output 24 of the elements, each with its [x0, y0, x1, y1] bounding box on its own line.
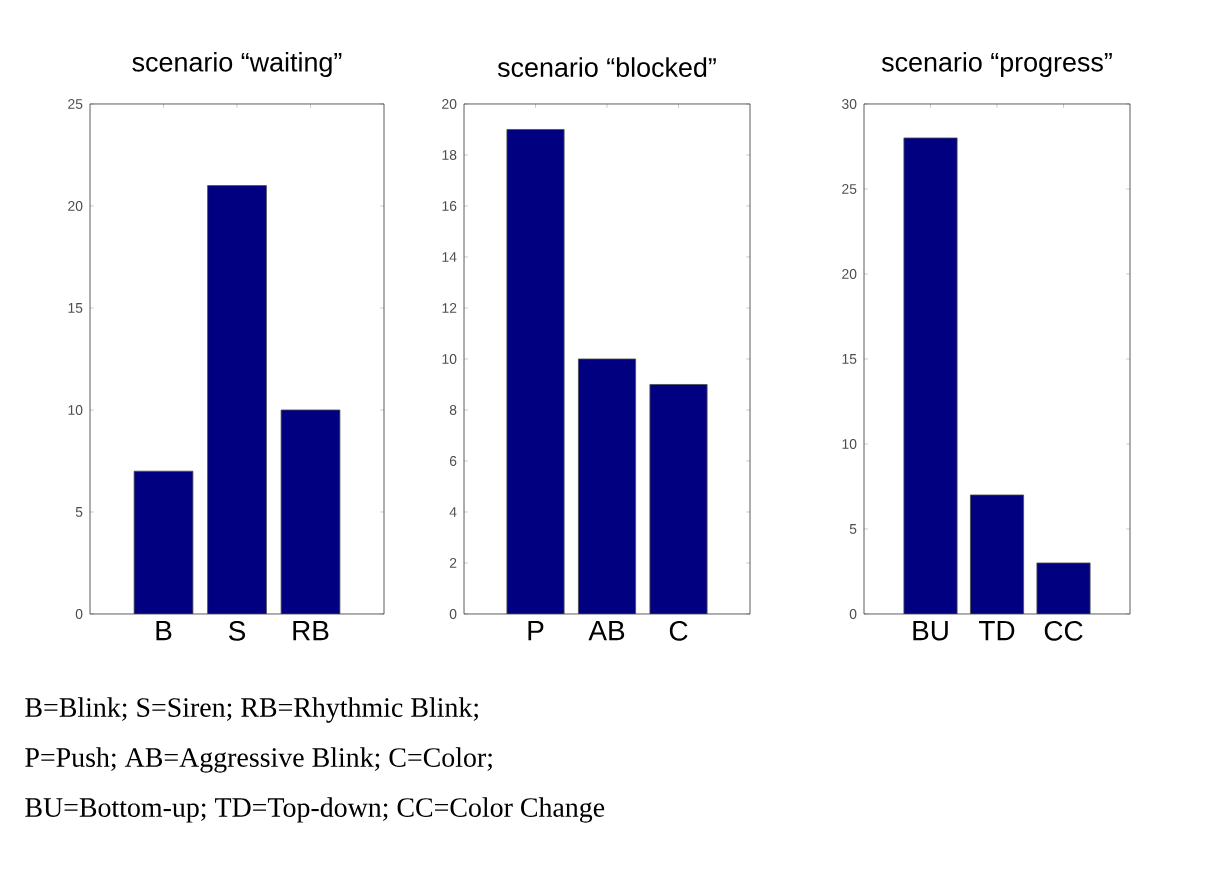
x-tick-label: S [228, 620, 246, 641]
chart-title: scenario “waiting” [132, 51, 342, 77]
bar [578, 358, 637, 614]
bar [903, 137, 958, 614]
x-tick-label: P [528, 621, 544, 641]
bar [970, 494, 1025, 614]
bar [649, 384, 708, 614]
x-tick-label: CC [1044, 620, 1083, 641]
bar [506, 129, 565, 614]
x-tick-label: BU [913, 621, 948, 641]
bar [1036, 562, 1091, 614]
x-tick-label: TD [979, 621, 1015, 641]
text: BU=Bottom-up; TD=Top-down; CC=Color Change [25, 797, 605, 823]
bar [207, 185, 267, 614]
x-tick-label: AB [588, 621, 625, 641]
chart-title: scenario “progress” [881, 51, 1112, 77]
chart-title: scenario “blocked” [497, 57, 716, 77]
x-tick-label: B [156, 621, 172, 641]
x-tick-label: C [669, 620, 688, 641]
bar [134, 471, 193, 614]
text: B=Blink; S=Siren; RB=Rhythmic Blink; [25, 697, 478, 723]
text: P=Push; AB=Aggressive Blink; C=Color; [25, 747, 492, 773]
x-tick-label: RB [293, 621, 329, 641]
bar [280, 409, 341, 614]
